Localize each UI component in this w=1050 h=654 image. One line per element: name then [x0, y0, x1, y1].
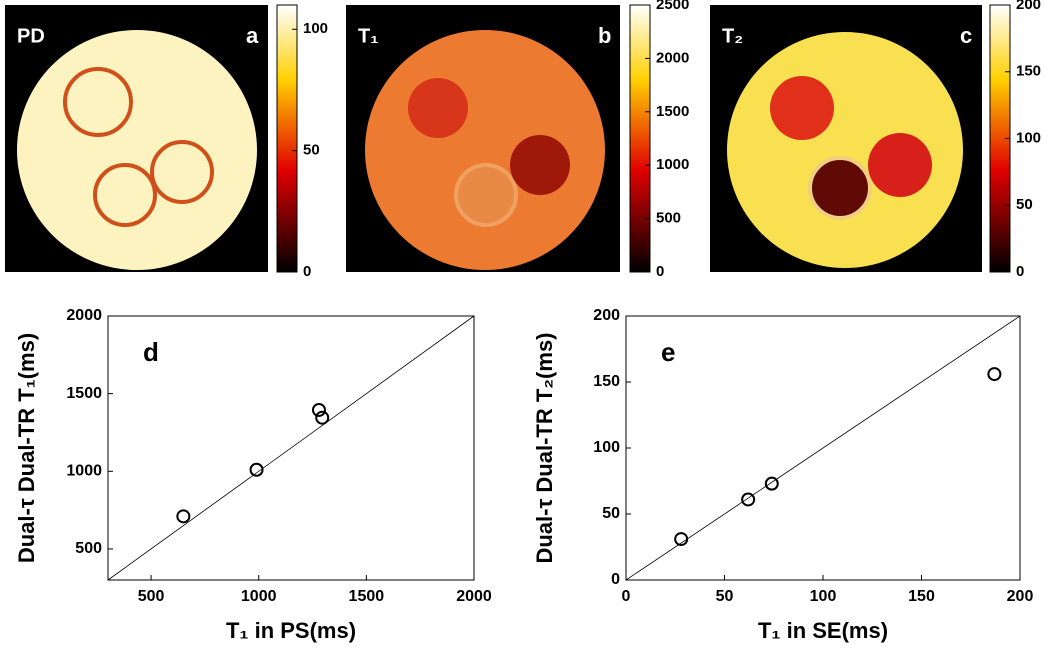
y-tick-label: 100	[593, 439, 620, 456]
vial	[510, 135, 570, 195]
panel-letter: a	[246, 23, 259, 48]
y-tick-label: 1500	[66, 385, 102, 402]
data-point	[741, 492, 756, 507]
y-axis-label: Dual-τ Dual-TR T₂(ms)	[532, 332, 557, 563]
data-point	[315, 410, 330, 425]
x-tick-label: 200	[1007, 588, 1034, 605]
image-label: T₁	[358, 25, 379, 47]
identity-line	[625, 315, 1021, 581]
x-tick-label: 500	[138, 588, 165, 605]
x-axis-label: T₁ in SE(ms)	[758, 618, 888, 643]
colorbar	[276, 4, 298, 273]
colorbar-tick-label: 50	[1016, 196, 1033, 213]
data-point	[249, 462, 264, 477]
panel-letter: e	[661, 337, 675, 367]
x-axis-label: T₁ in PS(ms)	[226, 618, 356, 643]
x-tick-label: 1500	[349, 588, 385, 605]
vial	[770, 76, 834, 140]
colorbar-tick-label: 2000	[656, 49, 689, 66]
colorbar-tick-label: 2500	[656, 0, 689, 13]
x-tick-label: 50	[716, 588, 734, 605]
phantom	[17, 30, 257, 270]
y-tick-label: 2000	[66, 307, 102, 324]
data-point	[311, 402, 326, 417]
panel-letter: c	[960, 23, 972, 48]
colorbar-tick-label: 100	[1016, 129, 1041, 146]
x-tick-label: 150	[908, 588, 935, 605]
colorbar	[629, 4, 651, 273]
colorbar-tick-label: 0	[1016, 263, 1024, 280]
colorbar-tick-label: 200	[1016, 0, 1041, 13]
vial	[808, 156, 872, 220]
x-tick-label: 0	[622, 588, 631, 605]
data-point	[176, 509, 191, 524]
colorbar-tick-label: 1000	[656, 156, 689, 173]
vial	[63, 67, 133, 137]
x-tick-label: 1000	[241, 588, 277, 605]
vial	[93, 163, 157, 227]
phantom	[365, 30, 605, 270]
colorbar-tick-label: 150	[1016, 63, 1041, 80]
vial	[868, 133, 932, 197]
x-tick-label: 100	[810, 588, 837, 605]
data-point	[674, 532, 689, 547]
vial	[408, 78, 468, 138]
y-tick-label: 200	[593, 307, 620, 324]
y-tick-label: 50	[602, 505, 620, 522]
colorbar-tick-label: 100	[303, 20, 328, 37]
x-tick-label: 2000	[456, 588, 492, 605]
y-tick-label: 500	[75, 540, 102, 557]
data-point	[987, 367, 1002, 382]
image-label: PD	[17, 25, 45, 47]
y-tick-label: 150	[593, 373, 620, 390]
image-label: T₂	[722, 25, 743, 47]
y-tick-label: 0	[611, 571, 620, 588]
data-point	[764, 476, 779, 491]
y-axis-label: Dual-τ Dual-TR T₁(ms)	[14, 333, 39, 563]
panel-letter: d	[143, 337, 159, 367]
identity-line	[107, 315, 475, 581]
colorbar-tick-label: 50	[303, 142, 320, 159]
panel-letter: b	[598, 23, 611, 48]
colorbar-tick-label: 0	[303, 263, 311, 280]
vial	[150, 140, 214, 204]
colorbar-tick-label: 500	[656, 210, 681, 227]
colorbar-tick-label: 0	[656, 263, 664, 280]
y-tick-label: 1000	[66, 463, 102, 480]
colorbar-tick-label: 1500	[656, 103, 689, 120]
vial	[454, 163, 518, 227]
